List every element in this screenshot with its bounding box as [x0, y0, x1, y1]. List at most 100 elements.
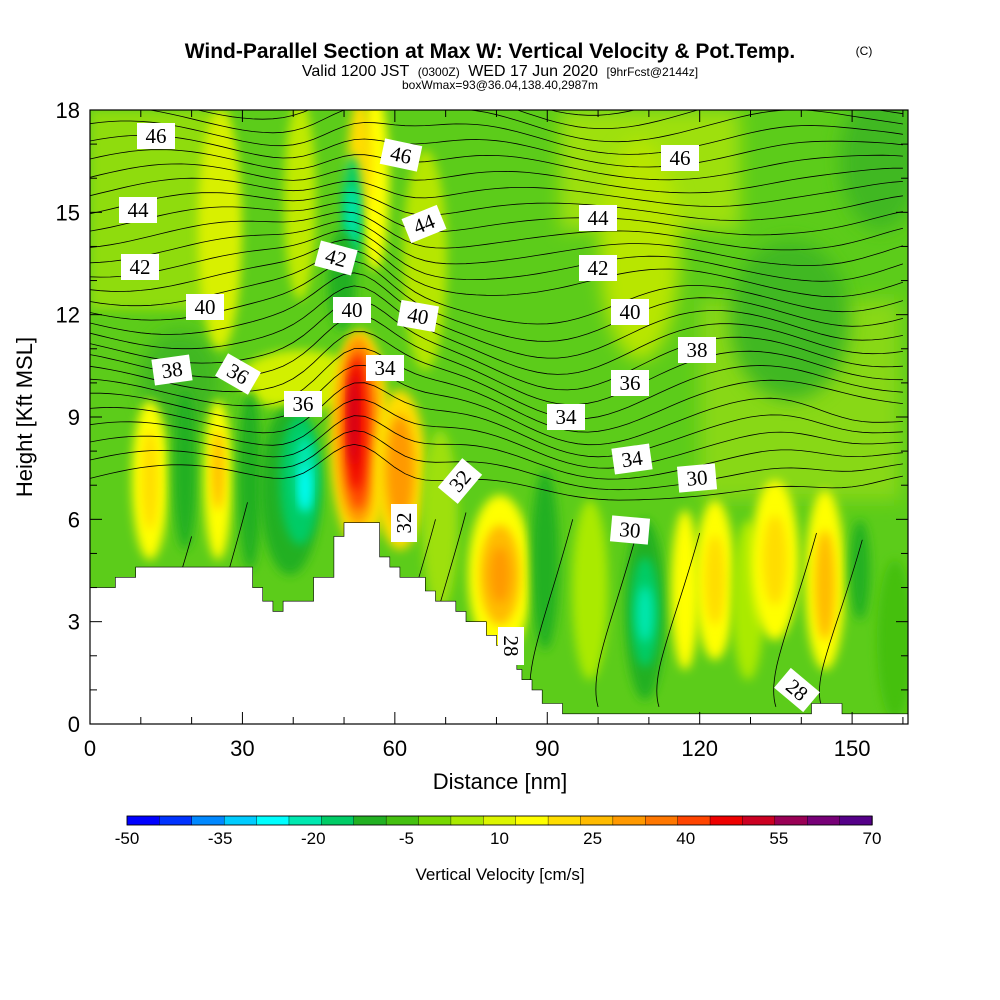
isentrope-line: [818, 539, 863, 708]
contour-label-text: 42: [130, 255, 151, 279]
y-tick-label: 6: [68, 507, 80, 532]
contour-label: 36: [611, 370, 649, 396]
contour-label-text: 46: [146, 124, 167, 148]
contour-label: 36: [284, 391, 322, 417]
subtitle-valid: Valid 1200 JST: [302, 63, 410, 80]
contour-label-box: [151, 354, 193, 386]
contour-label: 44: [119, 197, 157, 223]
colorbar-swatch: [515, 815, 549, 826]
velocity-patch: [850, 520, 870, 620]
colorbar-tick-label: 10: [490, 829, 509, 848]
velocity-patch: [142, 430, 158, 530]
velocity-patch: [815, 530, 835, 640]
x-tick-label: 150: [834, 736, 871, 761]
isentrope-line: [90, 260, 903, 342]
contour-label-text: 34: [556, 405, 578, 429]
contour-label-box: [186, 294, 224, 320]
isentrope-line: [90, 364, 903, 446]
velocity-patch: [300, 466, 310, 510]
contour-label: 38: [151, 354, 193, 386]
velocity-patch: [840, 110, 908, 230]
contour-label: 40: [333, 297, 371, 323]
contour-label-box: [314, 240, 358, 276]
y-tick-label: 15: [56, 200, 80, 225]
colorbar-tick-label: -5: [399, 829, 414, 848]
contour-label-box: [609, 515, 651, 545]
contour-label-box: [676, 463, 718, 493]
contour-label-text: 46: [388, 141, 414, 169]
subtitle-date: WED 17 Jun 2020: [468, 63, 598, 80]
colorbar: [126, 815, 873, 826]
contour-label: 42: [121, 254, 159, 280]
isentrope-line: [90, 220, 904, 266]
isentrope-line: [90, 430, 903, 491]
colorbar-tick-labels: -50 -35 -20 -5 10 25 40 55 70: [115, 829, 882, 848]
isentrope-line: [90, 272, 903, 359]
colorbar-label: Vertical Velocity [cm/s]: [415, 865, 584, 884]
contour-label-box: [611, 299, 649, 325]
colorbar-swatch: [321, 815, 355, 826]
colorbar-swatch: [580, 815, 614, 826]
velocity-patch: [212, 430, 224, 510]
velocity-patch: [763, 515, 787, 605]
y-tick-label: 12: [56, 303, 80, 328]
contour-label: 46: [137, 123, 175, 149]
contour-label-text: 42: [588, 256, 609, 280]
colorbar-swatch: [677, 815, 711, 826]
x-tick-label: 60: [383, 736, 407, 761]
velocity-patch: [349, 375, 357, 465]
contour-label: 34: [547, 404, 585, 430]
velocity-patch: [403, 150, 447, 370]
contour-label-text: 38: [687, 338, 708, 362]
velocity-patch: [671, 510, 699, 670]
isentrope-line: [90, 120, 903, 155]
colorbar-swatch: [483, 815, 517, 826]
isentrope-line: [196, 110, 903, 129]
contour-label-box: [611, 443, 653, 475]
colorbar-tick-label: 40: [676, 829, 695, 848]
contour-label-text: 40: [406, 302, 431, 329]
contour-label: 34: [611, 443, 653, 475]
chart-subtitle: Valid 1200 JST (0300Z) WED 17 Jun 2020 […: [302, 63, 698, 80]
contour-label-box: [366, 355, 404, 381]
isentrope-line: [90, 347, 903, 433]
contour-label-box: [611, 370, 649, 396]
subtitle-box: boxWmax=93@36.04,138.40,2987m: [402, 78, 598, 92]
x-tick-labels: 0 30 60 90 120 150: [84, 736, 871, 761]
contour-label-text: 28: [499, 636, 523, 657]
contour-label: 30: [609, 515, 651, 545]
contour-label: 44: [401, 204, 447, 244]
colorbar-swatch: [223, 815, 258, 826]
axis-ticks: [89, 109, 908, 725]
contour-label-box: [284, 391, 322, 417]
colorbar-tick-label: -50: [115, 829, 140, 848]
contour-label: 40: [397, 299, 439, 333]
contour-label-text: 40: [620, 300, 641, 324]
contour-label-text: 36: [293, 392, 314, 416]
y-axis-label: Height [Kft MSL]: [12, 337, 37, 497]
contour-label-box: [397, 299, 439, 333]
x-tick-label: 0: [84, 736, 96, 761]
colorbar-swatch: [612, 815, 646, 826]
contour-label-box: [137, 123, 175, 149]
contour-label: 34: [366, 355, 404, 381]
colorbar-swatch: [839, 815, 873, 826]
velocity-patch: [173, 390, 197, 550]
contour-label-text: 30: [618, 517, 641, 543]
colorbar-swatch: [742, 815, 776, 826]
contour-label-box: [401, 204, 447, 244]
isentrope-line: [773, 532, 817, 708]
contour-label: 42: [314, 240, 358, 276]
isentrope-line: [90, 149, 903, 181]
isentrope-line: [90, 382, 903, 458]
colorbar-tick-label: 70: [863, 829, 882, 848]
velocity-patch: [238, 390, 262, 570]
contour-label-box: [333, 297, 371, 323]
colorbar-swatch: [774, 815, 808, 826]
terrain-mask: [90, 522, 908, 724]
contour-label-text: 40: [342, 298, 363, 322]
contour-label-text: 32: [392, 513, 416, 534]
y-tick-label: 0: [68, 712, 80, 737]
contour-label-box: [498, 627, 524, 665]
contour-label: 44: [579, 205, 617, 231]
